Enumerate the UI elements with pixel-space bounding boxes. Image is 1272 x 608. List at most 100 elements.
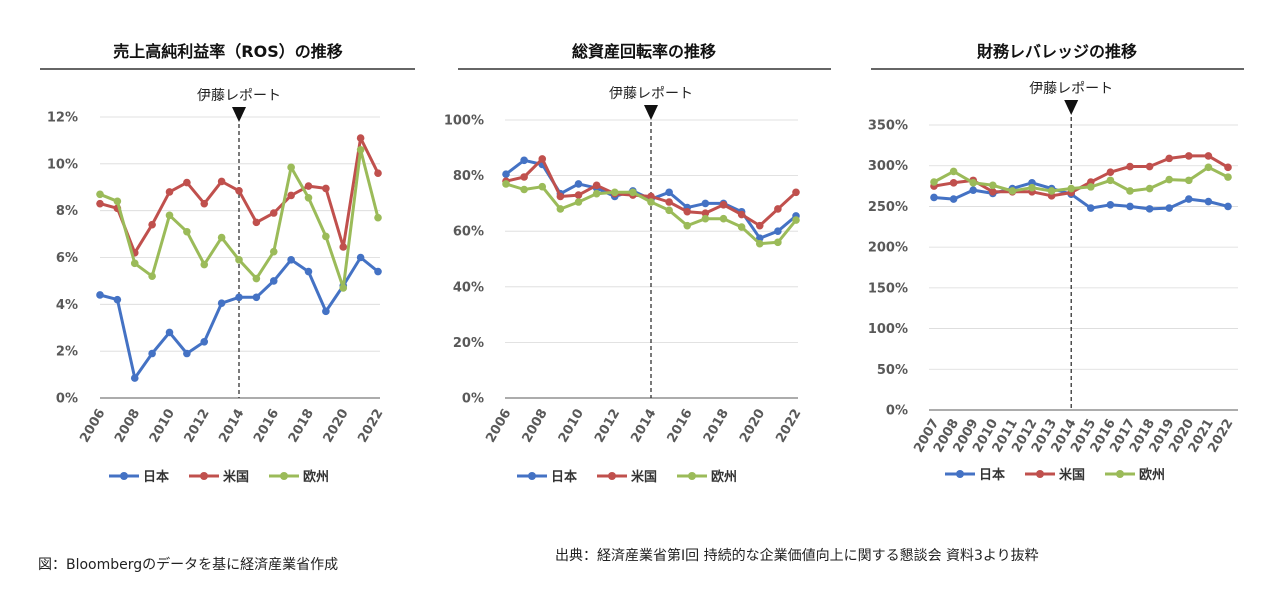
x-tick-label: 2012 [592, 407, 623, 446]
data-point [520, 185, 528, 194]
data-point [1204, 197, 1213, 206]
data-point [356, 253, 365, 262]
data-point [200, 199, 209, 208]
y-tick-label: 100% [868, 322, 908, 337]
data-point [1087, 204, 1095, 212]
x-tick-label: 2020 [321, 407, 352, 446]
data-point [287, 256, 295, 264]
legend-swatch-marker [280, 472, 288, 480]
data-point [737, 210, 746, 219]
y-tick-label: 60% [453, 225, 484, 240]
marker-label: 伊藤レポート [197, 88, 281, 104]
data-point [538, 155, 547, 163]
x-tick-label: 2008 [112, 407, 143, 446]
data-point [217, 299, 226, 307]
legend-swatch-marker [956, 470, 964, 478]
data-point [502, 180, 510, 188]
data-point [339, 243, 348, 251]
data-point [322, 184, 330, 193]
data-point [217, 233, 226, 242]
data-point [183, 178, 191, 187]
x-tick-label: 2022 [773, 407, 804, 446]
data-point [148, 220, 156, 229]
data-point [130, 259, 139, 268]
data-point [719, 214, 728, 223]
x-tick-label: 2010 [556, 407, 587, 446]
y-tick-label: 250% [868, 200, 908, 215]
data-point [269, 247, 278, 256]
data-point [774, 238, 782, 247]
marker-label: 伊藤レポート [1029, 81, 1113, 97]
x-tick-label: 2018 [286, 407, 317, 446]
data-point [949, 167, 958, 176]
y-tick-label: 8% [56, 204, 78, 219]
data-point [252, 293, 261, 302]
data-point [989, 187, 997, 196]
data-point [949, 195, 958, 203]
data-point [96, 190, 104, 199]
data-point [1126, 202, 1134, 211]
legend-label: 日本 [979, 467, 1005, 483]
chart-title: 総資産回転率の推移 [572, 42, 716, 61]
data-point [989, 181, 997, 190]
data-point [502, 170, 510, 179]
data-point [1145, 205, 1154, 213]
data-point [165, 211, 174, 220]
x-tick-label: 2022 [355, 407, 386, 446]
y-tick-label: 0% [886, 404, 908, 419]
data-point [1126, 162, 1134, 171]
data-point [1047, 187, 1056, 195]
data-point [647, 192, 655, 201]
x-tick-label: 2014 [216, 407, 247, 446]
series-line [932, 165, 1230, 193]
data-point [304, 193, 313, 202]
data-point [737, 223, 746, 231]
legend-label: 米国 [223, 469, 249, 485]
data-point [304, 182, 313, 190]
legend-swatch-marker [120, 472, 128, 480]
data-point [252, 274, 261, 283]
data-point [113, 197, 122, 206]
data-point [574, 180, 583, 188]
y-tick-label: 150% [868, 281, 908, 296]
data-point [374, 213, 382, 222]
x-tick-label: 2006 [483, 407, 514, 446]
data-point [287, 163, 295, 172]
data-point [574, 198, 583, 206]
y-tick-label: 40% [453, 280, 484, 295]
series-line [98, 256, 380, 380]
chart-3: 財務レバレッジの推移0%50%100%150%200%250%300%350%2… [868, 42, 1244, 483]
data-point [322, 232, 330, 241]
y-tick-label: 2% [56, 345, 78, 360]
data-point [683, 221, 692, 230]
y-tick-label: 350% [868, 119, 908, 134]
legend-label: 日本 [143, 469, 169, 485]
data-point [1145, 162, 1154, 171]
data-point [165, 188, 174, 196]
data-point [269, 277, 278, 285]
data-point [701, 209, 710, 217]
data-point [1067, 184, 1075, 193]
data-point [1126, 187, 1134, 195]
data-point [235, 293, 243, 302]
marker-arrow [1064, 100, 1079, 115]
y-tick-label: 10% [47, 157, 78, 172]
data-point [165, 328, 174, 337]
y-tick-label: 80% [453, 169, 484, 184]
data-point [719, 200, 728, 209]
data-point [1028, 183, 1036, 192]
source-note: 出典：経済産業省第Ⅰ回 持続的な企業価値向上に関する懇談会 資料3より抜粋 [555, 548, 1039, 564]
data-point [1165, 175, 1173, 184]
data-point [148, 349, 156, 358]
data-point [949, 179, 958, 187]
data-point [1224, 173, 1232, 181]
data-point [374, 169, 382, 177]
data-point [1106, 168, 1115, 177]
data-point [1204, 163, 1213, 172]
data-point [217, 177, 226, 186]
data-point [374, 267, 382, 276]
data-point [629, 188, 637, 197]
data-point [96, 199, 104, 208]
data-point [1106, 176, 1115, 185]
